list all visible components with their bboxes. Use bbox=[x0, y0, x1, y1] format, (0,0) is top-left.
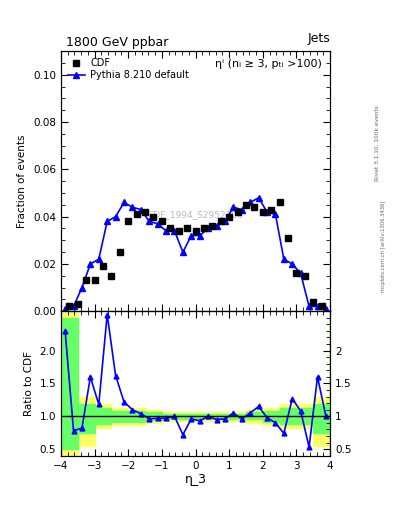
CDF bbox=[320, 304, 324, 310]
CDF bbox=[185, 225, 189, 231]
Y-axis label: Fraction of events: Fraction of events bbox=[18, 135, 28, 228]
CDF bbox=[202, 225, 206, 231]
Pythia 8.210 default bbox=[273, 211, 278, 218]
CDF bbox=[277, 199, 282, 205]
Pythia 8.210 default bbox=[264, 209, 269, 215]
CDF bbox=[219, 218, 223, 224]
Pythia 8.210 default bbox=[80, 285, 84, 291]
Pythia 8.210 default bbox=[96, 256, 101, 262]
Pythia 8.210 default bbox=[214, 223, 219, 229]
CDF bbox=[227, 214, 231, 220]
Pythia 8.210 default bbox=[105, 218, 110, 224]
Text: Rivet 3.1.10, 100k events: Rivet 3.1.10, 100k events bbox=[375, 105, 380, 181]
CDF bbox=[109, 273, 114, 279]
CDF bbox=[126, 218, 130, 224]
Pythia 8.210 default bbox=[248, 199, 253, 205]
X-axis label: η_3: η_3 bbox=[185, 473, 206, 486]
Pythia 8.210 default bbox=[281, 256, 286, 262]
Y-axis label: Ratio to CDF: Ratio to CDF bbox=[24, 351, 34, 416]
Text: mcplots.cern.ch [arXiv:1306.3436]: mcplots.cern.ch [arXiv:1306.3436] bbox=[381, 200, 386, 291]
Pythia 8.210 default bbox=[197, 232, 202, 239]
CDF bbox=[286, 235, 290, 241]
Pythia 8.210 default bbox=[222, 218, 227, 224]
CDF bbox=[261, 209, 265, 215]
Pythia 8.210 default bbox=[155, 221, 160, 227]
Pythia 8.210 default bbox=[138, 206, 143, 212]
CDF bbox=[311, 298, 316, 305]
Line: CDF: CDF bbox=[66, 199, 325, 310]
Line: Pythia 8.210 default: Pythia 8.210 default bbox=[62, 195, 329, 312]
Pythia 8.210 default bbox=[164, 228, 169, 234]
CDF bbox=[193, 228, 198, 234]
Pythia 8.210 default bbox=[147, 218, 152, 224]
CDF bbox=[151, 214, 156, 220]
CDF bbox=[269, 206, 274, 212]
CDF bbox=[134, 211, 139, 218]
Pythia 8.210 default bbox=[290, 261, 295, 267]
CDF bbox=[101, 263, 105, 269]
Pythia 8.210 default bbox=[180, 249, 185, 255]
Pythia 8.210 default bbox=[298, 270, 303, 276]
CDF bbox=[176, 228, 181, 234]
Text: 1800 GeV ppbar: 1800 GeV ppbar bbox=[66, 36, 169, 49]
CDF bbox=[118, 249, 122, 255]
CDF bbox=[294, 270, 299, 276]
Pythia 8.210 default bbox=[231, 204, 236, 210]
Pythia 8.210 default bbox=[307, 304, 311, 310]
Pythia 8.210 default bbox=[172, 228, 177, 234]
CDF bbox=[244, 202, 248, 208]
Text: Jets: Jets bbox=[307, 32, 330, 45]
CDF bbox=[92, 278, 97, 284]
Pythia 8.210 default bbox=[63, 306, 68, 312]
Pythia 8.210 default bbox=[323, 306, 328, 312]
CDF bbox=[210, 223, 215, 229]
CDF bbox=[84, 278, 88, 284]
CDF bbox=[235, 209, 240, 215]
CDF bbox=[160, 218, 164, 224]
CDF bbox=[303, 273, 307, 279]
CDF bbox=[168, 225, 173, 231]
CDF bbox=[143, 209, 147, 215]
Pythia 8.210 default bbox=[206, 225, 211, 231]
Text: ηⁱ (nᵢ ≥ 3, pₜᵢ >100): ηⁱ (nᵢ ≥ 3, pₜᵢ >100) bbox=[215, 59, 322, 69]
Pythia 8.210 default bbox=[130, 204, 135, 210]
Pythia 8.210 default bbox=[88, 261, 93, 267]
Legend: CDF, Pythia 8.210 default: CDF, Pythia 8.210 default bbox=[66, 56, 191, 82]
Pythia 8.210 default bbox=[113, 214, 118, 220]
CDF bbox=[75, 301, 80, 307]
Pythia 8.210 default bbox=[239, 206, 244, 212]
Pythia 8.210 default bbox=[71, 304, 76, 310]
Pythia 8.210 default bbox=[122, 199, 127, 205]
CDF bbox=[252, 204, 257, 210]
Pythia 8.210 default bbox=[315, 304, 320, 310]
Text: CDF_1994_S2952106: CDF_1994_S2952106 bbox=[148, 210, 243, 220]
Pythia 8.210 default bbox=[256, 195, 261, 201]
Pythia 8.210 default bbox=[189, 232, 194, 239]
CDF bbox=[67, 304, 72, 310]
